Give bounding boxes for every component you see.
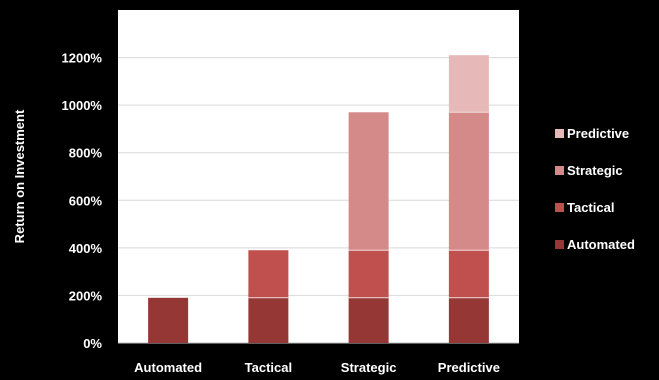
legend-swatch-tactical — [555, 203, 564, 212]
legend-label-strategic: Strategic — [567, 163, 623, 178]
bar-strategic-predictive — [448, 112, 489, 251]
bars — [148, 55, 489, 343]
bar-strategic-strategic — [348, 112, 389, 251]
y-tick-label: 1200% — [62, 51, 103, 66]
x-category-label: Tactical — [245, 360, 292, 375]
bar-tactical-strategic — [348, 250, 389, 298]
y-tick-label: 400% — [69, 241, 103, 256]
legend-swatch-predictive — [555, 129, 564, 138]
legend-swatch-automated — [555, 240, 564, 249]
legend-label-predictive: Predictive — [567, 126, 629, 141]
bar-automated-tactical — [248, 297, 289, 343]
x-axis-categories: Automated Tactical Strategic Predictive — [134, 360, 500, 375]
y-tick-label: 0% — [83, 336, 102, 351]
x-category-label: Strategic — [341, 360, 397, 375]
y-tick-label: 1000% — [62, 98, 103, 113]
legend-label-automated: Automated — [567, 237, 635, 252]
bar-tactical-predictive — [448, 250, 489, 298]
bar-automated-automated — [148, 297, 189, 343]
x-category-label: Predictive — [438, 360, 500, 375]
y-tick-label: 800% — [69, 146, 103, 161]
bar-automated-strategic — [348, 297, 389, 343]
bar-automated-predictive — [448, 297, 489, 343]
y-axis-label: Return on Investment — [12, 109, 27, 243]
y-tick-label: 200% — [69, 288, 103, 303]
legend: Predictive Strategic Tactical Automated — [555, 126, 635, 252]
legend-swatch-strategic — [555, 166, 564, 175]
bar-tactical-tactical — [248, 250, 289, 298]
x-category-label: Automated — [134, 360, 202, 375]
bar-predictive-predictive — [448, 55, 489, 113]
y-axis-ticks: 0% 200% 400% 600% 800% 1000% 1200% — [62, 51, 103, 351]
y-tick-label: 600% — [69, 193, 103, 208]
legend-label-tactical: Tactical — [567, 200, 614, 215]
